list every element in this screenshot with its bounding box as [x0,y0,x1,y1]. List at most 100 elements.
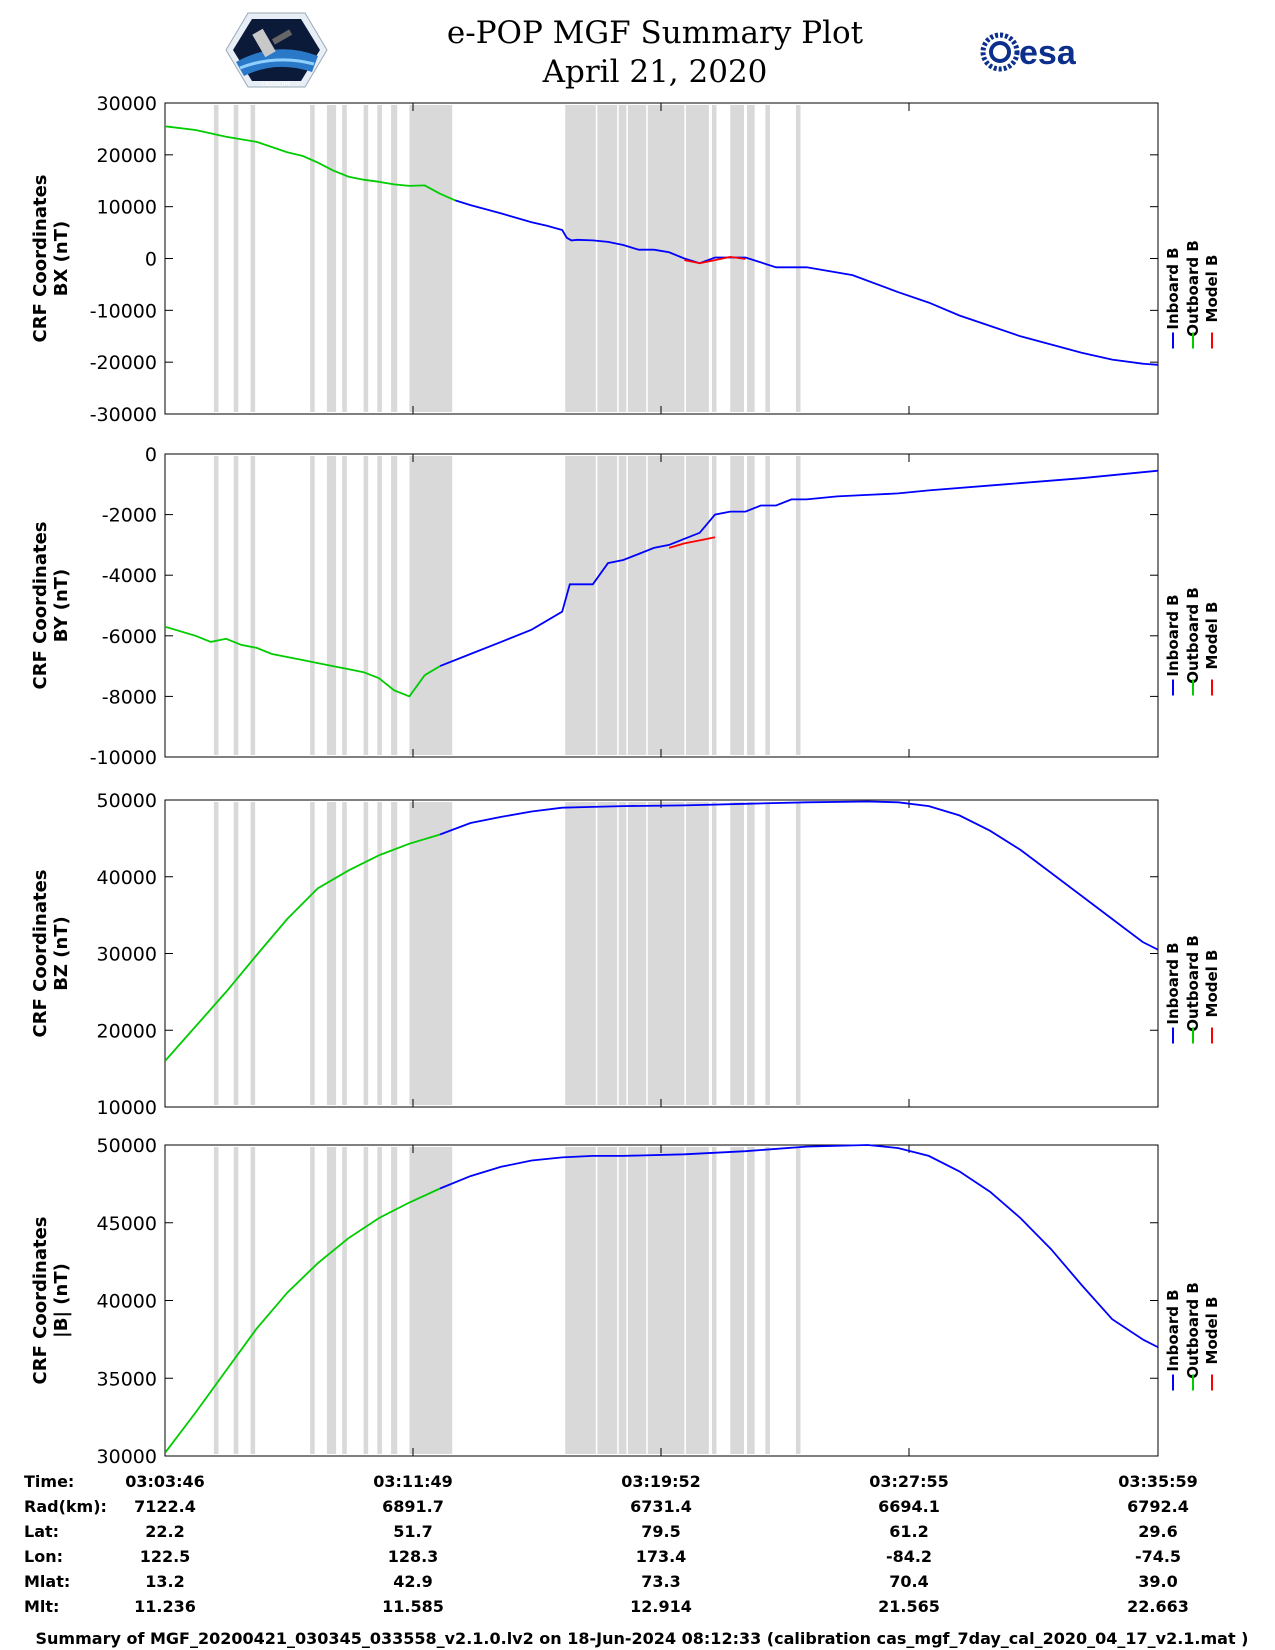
y-axis-label-units: BY (nT) [51,569,72,643]
data-gap-band [342,802,347,1105]
data-gap-band [711,456,717,755]
legend-label: Model B [1203,1297,1221,1365]
table-cell: 7122.4 [134,1497,196,1516]
data-gap-band [565,105,596,412]
y-tick-label: 40000 [97,867,157,889]
data-gap-band [730,1147,744,1454]
data-gap-band [565,1147,596,1454]
data-gap-band [795,105,801,412]
data-gap-band [647,105,685,412]
series-line-outboard-b [165,625,426,698]
y-tick-label: -2000 [102,505,157,527]
y-axis-label: CRF Coordinates [30,870,51,1038]
y-tick-label: -20000 [90,352,157,374]
data-gap-band [795,456,801,755]
y-tick-label: -4000 [102,565,157,587]
y-tick-label: 45000 [97,1213,157,1235]
table-cell: 03:03:46 [125,1472,205,1491]
data-gap-band [627,1147,647,1454]
data-gap-band [711,802,717,1105]
data-gap-band [618,456,627,755]
data-gap-band [597,105,618,412]
table-cell: 51.7 [393,1522,432,1541]
data-gap-band [409,105,453,412]
table-cell: 6891.7 [382,1497,444,1516]
y-tick-label: 30000 [97,93,157,115]
y-tick-label: 0 [145,444,157,466]
table-row-label: Lon: [24,1547,63,1566]
data-gap-band [391,802,398,1105]
data-gap-band [213,802,219,1105]
data-gap-band [409,1147,453,1454]
data-gap-band [627,802,647,1105]
y-axis-label: CRF Coordinates [30,522,51,690]
legend-label: Inboard B [1164,247,1182,329]
data-gap-band [310,105,315,412]
data-gap-band [310,1147,315,1454]
table-cell: 03:11:49 [373,1472,453,1491]
data-gap-band [250,1147,256,1454]
table-cell: 128.3 [388,1547,439,1566]
data-gap-band [233,456,239,755]
y-tick-label: 20000 [97,145,157,167]
data-gap-band [213,456,219,755]
chart-title-line2: April 21, 2020 [542,54,768,90]
y-tick-label: -10000 [90,747,157,769]
data-gap-band [618,105,627,412]
data-gap-band [377,105,382,412]
table-cell: 6731.4 [630,1497,692,1516]
series-line-outboard-b-cont [378,180,456,202]
data-gap-band [765,456,770,755]
legend-label: Model B [1203,602,1221,670]
panel-4: 50000 45000 40000 35000 30000 CRF Coordinates… [30,1135,1221,1468]
data-gap-band [565,802,596,1105]
table-cell: 39.0 [1138,1572,1177,1591]
data-gap-band [627,456,647,755]
data-gap-band [233,1147,239,1454]
data-gap-band [377,802,382,1105]
table-cell: 6792.4 [1127,1497,1189,1516]
y-tick-label: -30000 [90,404,157,426]
legend-label: Outboard B [1184,587,1202,684]
series-line-model-b [684,255,746,265]
y-tick-label: 30000 [97,1446,157,1468]
legend-label: Outboard B [1184,935,1202,1032]
table-cell: 6694.1 [878,1497,940,1516]
y-axis-label-units: |B| (nT) [51,1263,72,1338]
data-gap-band [363,1147,369,1454]
table-row-label: Lat: [24,1522,59,1541]
table-cell: 42.9 [393,1572,432,1591]
data-gap-band [647,802,685,1105]
legend-label: Inboard B [1164,594,1182,676]
y-axis-label-units: BX (nT) [51,221,72,296]
orbit-info-table: Time: Rad(km): Lat: Lon: Mlat: Mlt: 03:0… [24,1472,1198,1616]
panel-2: 0 -2000 -4000 -6000 -8000 -10000 CRF Coordinat… [30,444,1221,769]
data-gap-band [597,1147,618,1454]
data-gap-band [213,1147,219,1454]
data-gap-band [310,802,315,1105]
y-tick-label: 30000 [97,944,157,966]
data-gap-band [391,456,398,755]
series-line-outboard-b [165,833,441,1062]
footer-summary: Summary of MGF_20200421_030345_033558_v2… [36,1629,1249,1648]
data-gap-band [730,456,744,755]
y-tick-label: -6000 [102,626,157,648]
data-gap-band [310,456,315,755]
legend-label: Outboard B [1184,240,1202,337]
series-line-inboard-b [439,469,1158,667]
esa-logo: esa [980,32,1077,72]
series-line-inboard-b [439,1144,1158,1349]
legend-label: Inboard B [1164,942,1182,1024]
legend-label: Model B [1203,255,1221,323]
table-cell: 61.2 [889,1522,928,1541]
y-tick-label: 50000 [97,790,157,812]
data-gap-band [363,105,369,412]
table-cell: 22.2 [145,1522,184,1541]
data-gap-band [730,802,744,1105]
esa-logo-text: esa [1019,34,1077,72]
y-tick-label: 20000 [97,1020,157,1042]
table-cell: 173.4 [636,1547,687,1566]
series-line-model-b [668,536,716,549]
panel-3: 50000 40000 30000 20000 10000 CRF Coordinates… [30,790,1221,1119]
